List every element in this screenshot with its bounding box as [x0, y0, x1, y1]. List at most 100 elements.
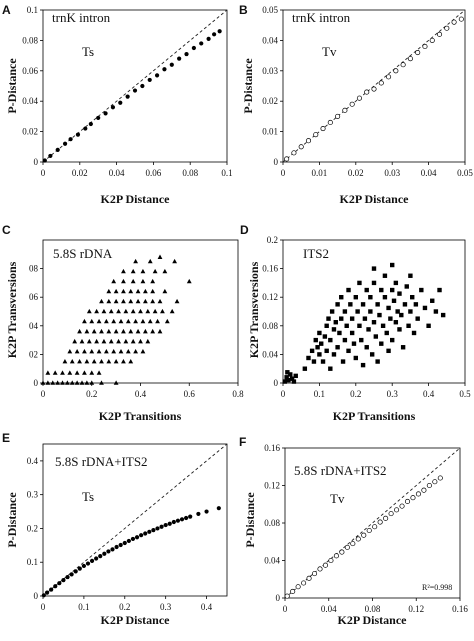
y-tick-label: 0.04	[264, 556, 280, 566]
plot-frame	[282, 239, 466, 384]
y-tick-label: 0	[276, 593, 281, 603]
data-point	[357, 280, 362, 286]
data-point	[122, 540, 127, 546]
data-point	[53, 584, 58, 589]
data-point	[375, 302, 380, 307]
data-point	[55, 380, 61, 385]
y-tick-label: 02	[29, 349, 38, 359]
data-point	[177, 56, 182, 61]
data-point	[89, 348, 95, 354]
data-point	[335, 302, 340, 307]
data-point	[377, 312, 382, 318]
x-tick-label: 0.8	[232, 389, 244, 399]
data-point	[140, 348, 146, 354]
data-point	[118, 348, 124, 354]
y-tick-label: 04	[29, 321, 39, 331]
y-tick-label: 0.01	[262, 127, 278, 137]
data-point	[164, 318, 170, 324]
data-point	[175, 518, 181, 523]
data-point	[349, 316, 355, 321]
data-point	[328, 337, 333, 343]
data-point	[179, 517, 185, 522]
data-point	[390, 337, 395, 343]
data-point	[157, 298, 163, 304]
data-point	[327, 119, 333, 126]
data-point	[364, 287, 369, 293]
data-point	[451, 19, 457, 25]
data-point	[84, 358, 90, 364]
data-point	[288, 372, 293, 377]
data-point	[319, 341, 324, 346]
data-point	[433, 309, 439, 314]
data-point	[311, 571, 318, 577]
data-point	[322, 562, 329, 568]
data-point	[103, 348, 109, 354]
data-point	[313, 132, 319, 138]
data-point	[346, 287, 351, 293]
data-point	[98, 554, 103, 559]
data-point	[284, 375, 289, 380]
data-point	[285, 370, 290, 375]
data-point	[145, 308, 151, 314]
data-point	[152, 268, 158, 274]
x-tick-label: 0.04	[421, 168, 437, 178]
y-tick-label: 0.1	[27, 557, 38, 567]
data-point	[49, 587, 54, 592]
data-point	[159, 524, 164, 529]
data-point	[410, 495, 416, 501]
data-point	[342, 309, 348, 314]
data-point	[320, 126, 326, 132]
data-point	[174, 298, 180, 304]
data-point	[60, 370, 65, 375]
x-tick-label: 0.4	[201, 602, 213, 612]
y-tick-label: 0.1	[27, 5, 38, 15]
data-point	[96, 115, 101, 121]
data-point	[44, 590, 50, 595]
data-point	[150, 288, 156, 294]
data-point	[342, 107, 348, 113]
x-tick-label: 0.2	[350, 389, 361, 399]
data-point	[309, 348, 315, 354]
data-point	[348, 302, 353, 307]
data-point	[99, 328, 104, 334]
data-point	[440, 312, 446, 318]
data-point	[134, 535, 140, 540]
data-point	[291, 150, 297, 156]
panel-title: trnK intron	[52, 10, 111, 25]
diagonal-reference-line	[282, 9, 466, 163]
y-tick-label: 0.16	[264, 443, 280, 453]
data-point	[382, 273, 388, 278]
data-point	[344, 544, 350, 550]
data-point	[458, 16, 464, 22]
panel-letter: A	[2, 3, 11, 17]
data-point	[102, 551, 107, 556]
data-point	[77, 566, 82, 571]
data-point	[133, 318, 139, 324]
data-point	[79, 380, 85, 385]
x-tick-label: 0.1	[314, 389, 325, 399]
y-tick-label: 0.03	[262, 66, 278, 76]
panel-letter: B	[239, 3, 248, 17]
x-axis-label: K2P Distance	[101, 192, 171, 206]
data-point	[415, 491, 421, 497]
data-point	[118, 542, 123, 548]
data-point	[110, 547, 115, 552]
data-point	[399, 503, 405, 509]
data-point	[82, 318, 87, 324]
panel-subtitle: Ts	[82, 489, 94, 504]
data-point	[397, 327, 402, 332]
data-point	[135, 298, 141, 304]
data-point	[324, 323, 329, 328]
data-point	[91, 328, 97, 334]
data-point	[408, 309, 413, 314]
y-tick-label: 0.06	[22, 66, 38, 76]
data-point	[390, 262, 395, 268]
data-point	[337, 330, 342, 336]
data-point	[45, 370, 51, 375]
data-point	[377, 519, 383, 525]
data-point	[426, 323, 431, 328]
data-point	[125, 318, 131, 324]
data-point	[355, 309, 360, 314]
panel-c: 0 0.2 0.4 0.6 0.8 0 02 04 06 08 C 5.8S rDNA K2P Tran…	[2, 223, 244, 423]
data-point	[380, 323, 386, 328]
